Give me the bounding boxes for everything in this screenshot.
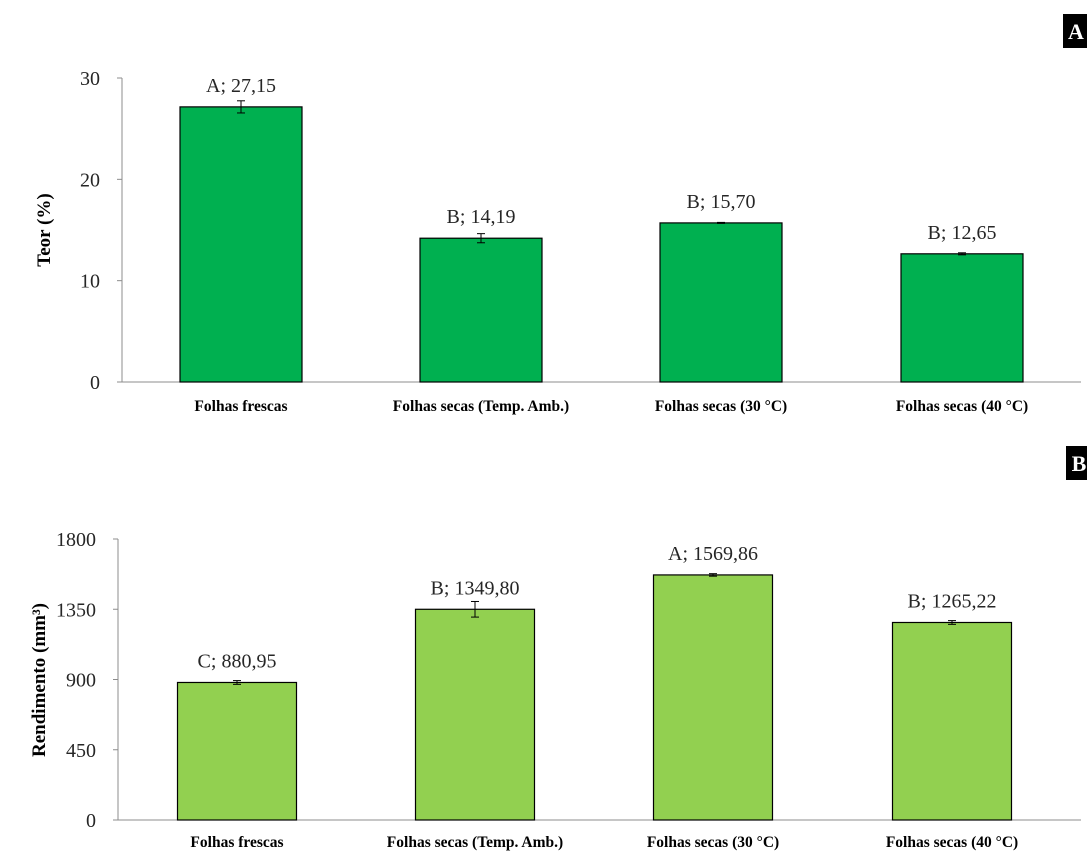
y-tick-label: 450 — [66, 740, 96, 762]
panel-label: A — [1068, 19, 1084, 44]
y-tick-label: 1800 — [56, 529, 96, 551]
x-tick-label: Folhas secas (30 °C) — [647, 834, 779, 851]
panel-label-badge — [1066, 446, 1087, 480]
data-label: B; 1265,22 — [908, 590, 997, 612]
y-tick-label: 30 — [80, 68, 100, 90]
x-tick-label: Folhas secas (40 °C) — [896, 398, 1028, 415]
x-tick-label: Folhas secas (Temp. Amb.) — [393, 398, 569, 415]
y-tick-label: 0 — [86, 810, 96, 832]
bar — [419, 237, 543, 383]
x-tick-label: Folhas frescas — [194, 398, 287, 415]
y-tick-label: 0 — [90, 372, 100, 394]
bar — [414, 608, 536, 821]
data-label: A; 1569,86 — [668, 543, 758, 565]
y-axis-label: Teor (%) — [34, 193, 55, 266]
bar — [659, 222, 783, 383]
bar — [900, 253, 1024, 383]
data-label: B; 15,70 — [687, 191, 756, 213]
panel-label: B — [1072, 451, 1087, 476]
y-axis-label: Rendimento (mm³) — [29, 603, 50, 757]
y-tick-label: 1350 — [56, 599, 96, 621]
panel-label-badge — [1063, 14, 1087, 48]
data-label: A; 27,15 — [206, 75, 276, 97]
y-tick-label: 20 — [80, 169, 100, 191]
x-tick-label: Folhas frescas — [190, 834, 283, 851]
chart-panel-b: B 0 450 900 1350 1800 Rendimento (mm³) C; 880,9… — [29, 446, 1087, 851]
y-tick-label: 10 — [80, 271, 100, 293]
data-label: B; 12,65 — [928, 222, 997, 244]
x-tick-label: Folhas secas (Temp. Amb.) — [387, 834, 563, 851]
bar — [652, 574, 774, 821]
data-label: B; 1349,80 — [431, 577, 520, 599]
bar — [891, 621, 1013, 821]
bar — [179, 106, 303, 383]
x-tick-label: Folhas secas (40 °C) — [886, 834, 1018, 851]
y-tick-label: 900 — [66, 670, 96, 692]
data-label: B; 14,19 — [447, 206, 516, 228]
x-tick-label: Folhas secas (30 °C) — [655, 398, 787, 415]
bar — [176, 681, 298, 821]
data-label: C; 880,95 — [198, 650, 277, 672]
chart-panel-a: A 0 10 20 30 Teor (%) A; 27,15 Folhas frescas B;… — [34, 14, 1087, 415]
